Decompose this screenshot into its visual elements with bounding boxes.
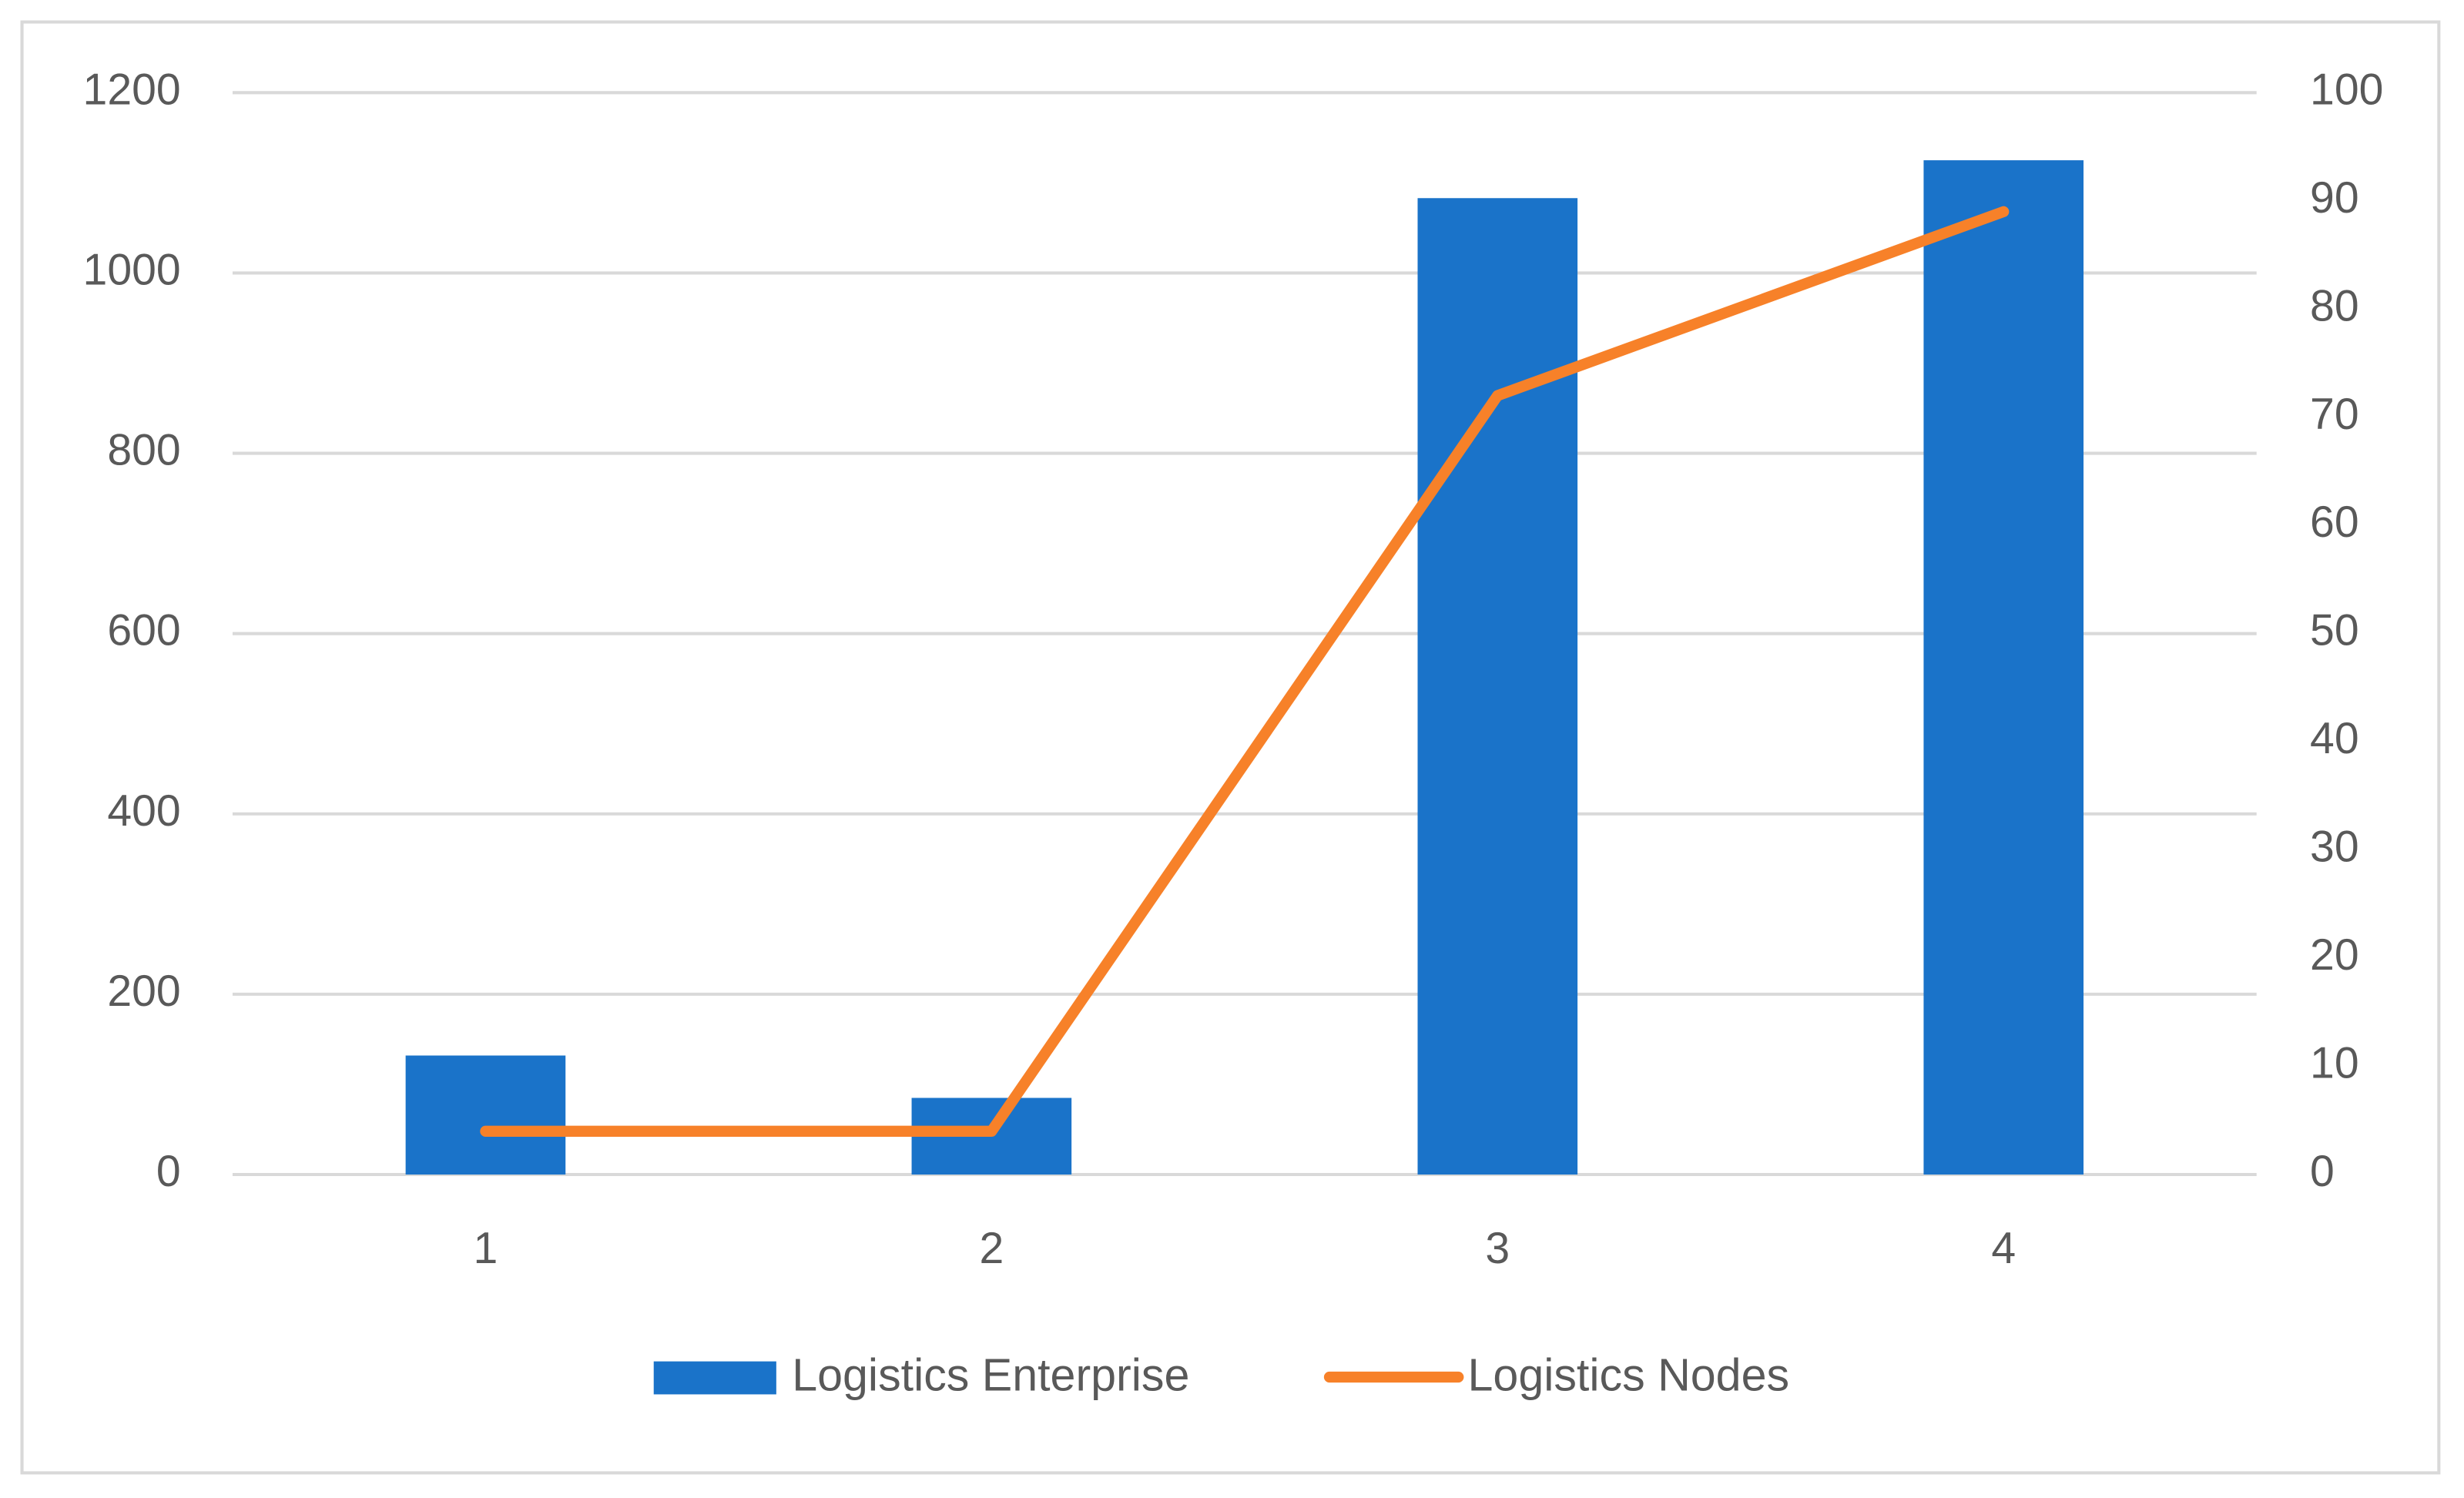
y-tick-label: 600 (107, 606, 180, 655)
y2-tick-label: 70 (2310, 390, 2359, 439)
y2-tick-label: 40 (2310, 714, 2359, 763)
bar (1923, 160, 2084, 1175)
bar (405, 1055, 566, 1175)
legend-label: Logistics Enterprise (792, 1349, 1189, 1401)
y2-tick-label: 100 (2310, 65, 2383, 114)
x-tick-label: 4 (1991, 1224, 2016, 1273)
y2-tick-label: 0 (2310, 1147, 2335, 1196)
legend-label: Logistics Nodes (1468, 1349, 1790, 1401)
y-tick-label: 0 (156, 1147, 181, 1196)
y-tick-label: 400 (107, 786, 180, 836)
y2-tick-label: 80 (2310, 281, 2359, 330)
y2-tick-label: 50 (2310, 606, 2359, 655)
line (480, 206, 2010, 1137)
y2-tick-label: 90 (2310, 173, 2359, 223)
y-tick-label: 200 (107, 967, 180, 1016)
y2-tick-label: 30 (2310, 823, 2359, 872)
x-tick-label: 1 (474, 1224, 498, 1273)
legend-swatch (653, 1361, 776, 1395)
y2-tick-label: 20 (2310, 930, 2359, 980)
y-tick-label: 1000 (83, 245, 181, 294)
x-tick-label: 2 (979, 1224, 1004, 1273)
x-tick-label: 3 (1485, 1224, 1510, 1273)
y-tick-label: 1200 (83, 65, 181, 114)
y-tick-label: 800 (107, 426, 180, 475)
y2-tick-label: 60 (2310, 498, 2359, 547)
bar (1417, 198, 1578, 1175)
y2-tick-label: 10 (2310, 1039, 2359, 1088)
